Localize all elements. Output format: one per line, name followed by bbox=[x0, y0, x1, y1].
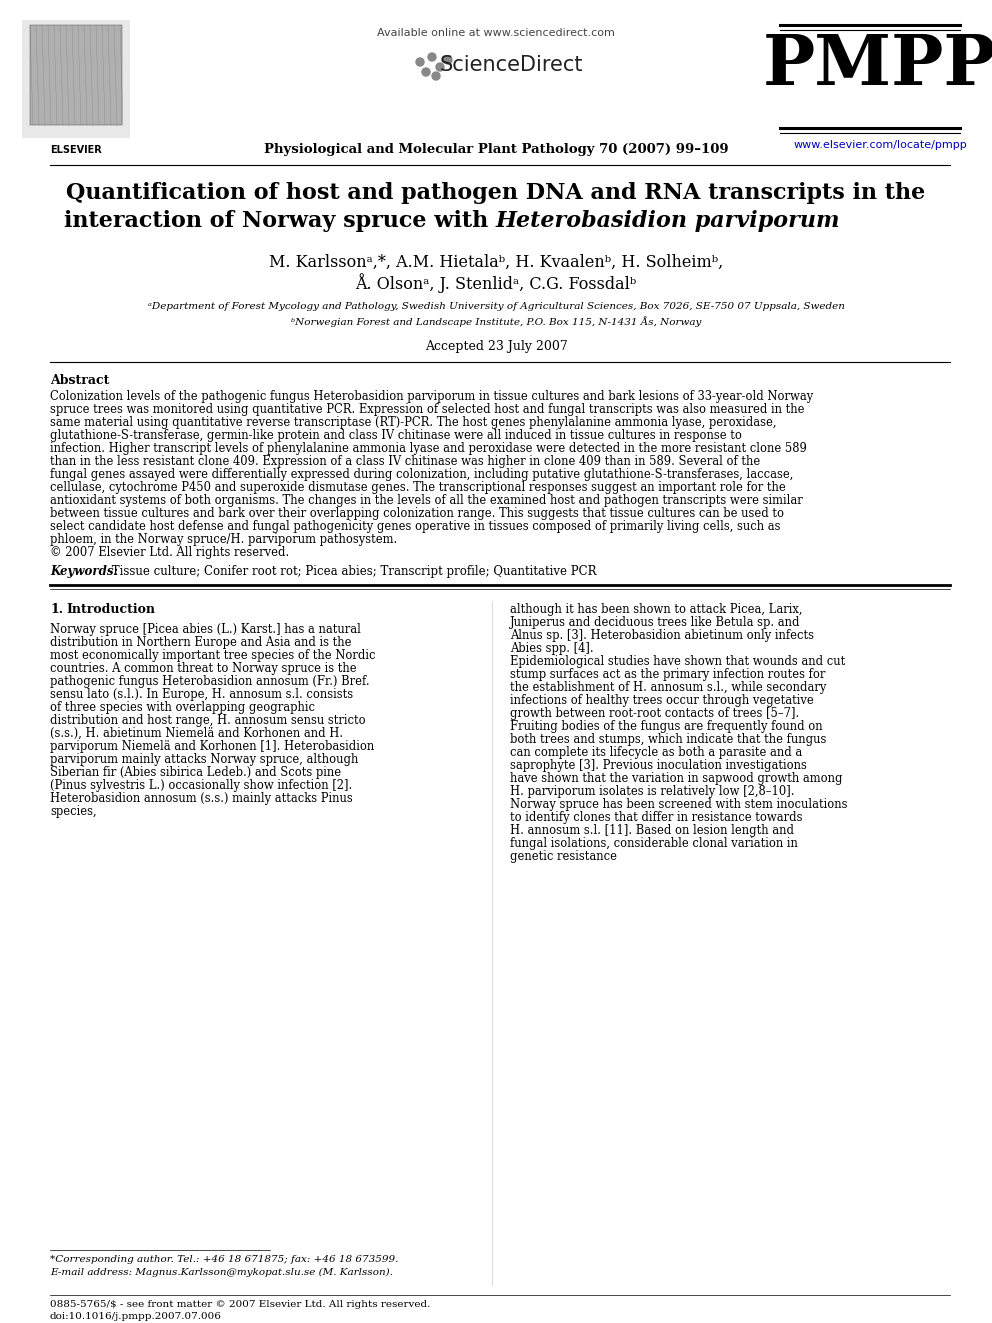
Text: between tissue cultures and bark over their overlapping colonization range. This: between tissue cultures and bark over th… bbox=[50, 507, 784, 520]
Text: can complete its lifecycle as both a parasite and a: can complete its lifecycle as both a par… bbox=[510, 746, 803, 759]
Text: antioxidant systems of both organisms. The changes in the levels of all the exam: antioxidant systems of both organisms. T… bbox=[50, 493, 803, 507]
Circle shape bbox=[428, 53, 436, 61]
Text: most economically important tree species of the Nordic: most economically important tree species… bbox=[50, 650, 376, 662]
Text: select candidate host defense and fungal pathogenicity genes operative in tissue: select candidate host defense and fungal… bbox=[50, 520, 781, 533]
Text: infections of healthy trees occur through vegetative: infections of healthy trees occur throug… bbox=[510, 695, 813, 706]
Text: Å. Olsonᵃ, J. Stenlidᵃ, C.G. Fossdalᵇ: Å. Olsonᵃ, J. Stenlidᵃ, C.G. Fossdalᵇ bbox=[355, 273, 637, 292]
Text: ELSEVIER: ELSEVIER bbox=[51, 146, 102, 155]
Text: spruce trees was monitored using quantitative PCR. Expression of selected host a: spruce trees was monitored using quantit… bbox=[50, 404, 805, 415]
Text: interaction of Norway spruce with: interaction of Norway spruce with bbox=[64, 210, 496, 232]
Text: of three species with overlapping geographic: of three species with overlapping geogra… bbox=[50, 701, 315, 714]
Text: species,: species, bbox=[50, 804, 96, 818]
Text: distribution and host range, H. annosum sensu stricto: distribution and host range, H. annosum … bbox=[50, 714, 366, 728]
Text: stump surfaces act as the primary infection routes for: stump surfaces act as the primary infect… bbox=[510, 668, 825, 681]
Text: *Corresponding author. Tel.: +46 18 671875; fax: +46 18 673599.: *Corresponding author. Tel.: +46 18 6718… bbox=[50, 1256, 399, 1263]
Text: infection. Higher transcript levels of phenylalanine ammonia lyase and peroxidas: infection. Higher transcript levels of p… bbox=[50, 442, 806, 455]
Text: pathogenic fungus Heterobasidion annosum (Fr.) Bref.: pathogenic fungus Heterobasidion annosum… bbox=[50, 675, 370, 688]
Bar bbox=[30, 25, 122, 124]
Text: www.elsevier.com/locate/pmpp: www.elsevier.com/locate/pmpp bbox=[794, 140, 967, 149]
Text: genetic resistance: genetic resistance bbox=[510, 849, 617, 863]
Text: H. parviporum isolates is relatively low [2,8–10].: H. parviporum isolates is relatively low… bbox=[510, 785, 795, 798]
Text: Introduction: Introduction bbox=[66, 603, 155, 617]
Text: Keywords:: Keywords: bbox=[50, 565, 118, 578]
Text: Abstract: Abstract bbox=[50, 374, 109, 388]
Text: fungal genes assayed were differentially expressed during colonization, includin: fungal genes assayed were differentially… bbox=[50, 468, 794, 482]
Text: 0885-5765/$ - see front matter © 2007 Elsevier Ltd. All rights reserved.: 0885-5765/$ - see front matter © 2007 El… bbox=[50, 1301, 431, 1308]
Text: 1.: 1. bbox=[50, 603, 63, 617]
Text: parviporum mainly attacks Norway spruce, although: parviporum mainly attacks Norway spruce,… bbox=[50, 753, 358, 766]
Text: Juniperus and deciduous trees like Betula sp. and: Juniperus and deciduous trees like Betul… bbox=[510, 617, 801, 628]
Text: Heterobasidion annosum (s.s.) mainly attacks Pinus: Heterobasidion annosum (s.s.) mainly att… bbox=[50, 792, 353, 804]
Text: parviporum Niemelä and Korhonen [1]. Heterobasidion: parviporum Niemelä and Korhonen [1]. Het… bbox=[50, 740, 374, 753]
Text: Abies spp. [4].: Abies spp. [4]. bbox=[510, 642, 593, 655]
Text: Physiological and Molecular Plant Pathology 70 (2007) 99–109: Physiological and Molecular Plant Pathol… bbox=[264, 143, 728, 156]
Text: have shown that the variation in sapwood growth among: have shown that the variation in sapwood… bbox=[510, 773, 842, 785]
Text: distribution in Northern Europe and Asia and is the: distribution in Northern Europe and Asia… bbox=[50, 636, 351, 650]
Text: doi:10.1016/j.pmpp.2007.07.006: doi:10.1016/j.pmpp.2007.07.006 bbox=[50, 1312, 222, 1320]
Text: Colonization levels of the pathogenic fungus Heterobasidion parviporum in tissue: Colonization levels of the pathogenic fu… bbox=[50, 390, 813, 404]
Text: same material using quantitative reverse transcriptase (RT)-PCR. The host genes : same material using quantitative reverse… bbox=[50, 415, 777, 429]
Text: Norway spruce has been screened with stem inoculations: Norway spruce has been screened with ste… bbox=[510, 798, 847, 811]
Text: Accepted 23 July 2007: Accepted 23 July 2007 bbox=[425, 340, 567, 353]
Text: to identify clones that differ in resistance towards: to identify clones that differ in resist… bbox=[510, 811, 803, 824]
Text: than in the less resistant clone 409. Expression of a class IV chitinase was hig: than in the less resistant clone 409. Ex… bbox=[50, 455, 760, 468]
Text: (Pinus sylvestris L.) occasionally show infection [2].: (Pinus sylvestris L.) occasionally show … bbox=[50, 779, 352, 792]
Text: the establishment of H. annosum s.l., while secondary: the establishment of H. annosum s.l., wh… bbox=[510, 681, 826, 695]
Text: Norway spruce [Picea abies (L.) Karst.] has a natural: Norway spruce [Picea abies (L.) Karst.] … bbox=[50, 623, 361, 636]
Circle shape bbox=[432, 71, 440, 79]
Circle shape bbox=[436, 64, 444, 71]
Text: countries. A common threat to Norway spruce is the: countries. A common threat to Norway spr… bbox=[50, 662, 357, 675]
Text: ScienceDirect: ScienceDirect bbox=[439, 56, 582, 75]
Text: PMPP: PMPP bbox=[763, 32, 992, 99]
Text: Fruiting bodies of the fungus are frequently found on: Fruiting bodies of the fungus are freque… bbox=[510, 720, 822, 733]
Text: ᵃDepartment of Forest Mycology and Pathology, Swedish University of Agricultural: ᵃDepartment of Forest Mycology and Patho… bbox=[148, 302, 844, 311]
Circle shape bbox=[444, 56, 452, 64]
Text: Siberian fir (Abies sibirica Ledeb.) and Scots pine: Siberian fir (Abies sibirica Ledeb.) and… bbox=[50, 766, 341, 779]
Text: glutathione-S-transferase, germin-like protein and class IV chitinase were all i: glutathione-S-transferase, germin-like p… bbox=[50, 429, 742, 442]
Text: H. annosum s.l. [11]. Based on lesion length and: H. annosum s.l. [11]. Based on lesion le… bbox=[510, 824, 794, 837]
Text: Available online at www.sciencedirect.com: Available online at www.sciencedirect.co… bbox=[377, 28, 615, 38]
Circle shape bbox=[422, 67, 430, 75]
Text: Epidemiological studies have shown that wounds and cut: Epidemiological studies have shown that … bbox=[510, 655, 845, 668]
Text: phloem, in the Norway spruce/H. parviporum pathosystem.: phloem, in the Norway spruce/H. parvipor… bbox=[50, 533, 397, 546]
Text: both trees and stumps, which indicate that the fungus: both trees and stumps, which indicate th… bbox=[510, 733, 826, 746]
Text: Tissue culture; Conifer root rot; Picea abies; Transcript profile; Quantitative : Tissue culture; Conifer root rot; Picea … bbox=[108, 565, 596, 578]
Text: fungal isolations, considerable clonal variation in: fungal isolations, considerable clonal v… bbox=[510, 837, 798, 849]
Text: cellulase, cytochrome P450 and superoxide dismutase genes. The transcriptional r: cellulase, cytochrome P450 and superoxid… bbox=[50, 482, 786, 493]
Circle shape bbox=[416, 58, 424, 66]
Text: © 2007 Elsevier Ltd. All rights reserved.: © 2007 Elsevier Ltd. All rights reserved… bbox=[50, 546, 290, 560]
Text: E-mail address: Magnus.Karlsson@mykopat.slu.se (M. Karlsson).: E-mail address: Magnus.Karlsson@mykopat.… bbox=[50, 1267, 393, 1277]
Text: M. Karlssonᵃ,*, A.M. Hietalaᵇ, H. Kvaalenᵇ, H. Solheimᵇ,: M. Karlssonᵃ,*, A.M. Hietalaᵇ, H. Kvaale… bbox=[269, 254, 723, 271]
Text: saprophyte [3]. Previous inoculation investigations: saprophyte [3]. Previous inoculation inv… bbox=[510, 759, 806, 773]
Bar bbox=[22, 20, 130, 138]
Text: Quantification of host and pathogen DNA and RNA transcripts in the: Quantification of host and pathogen DNA … bbox=[66, 183, 926, 204]
Text: (s.s.), H. abietinum Niemelä and Korhonen and H.: (s.s.), H. abietinum Niemelä and Korhone… bbox=[50, 728, 343, 740]
Text: although it has been shown to attack Picea, Larix,: although it has been shown to attack Pic… bbox=[510, 603, 803, 617]
Text: Alnus sp. [3]. Heterobasidion abietinum only infects: Alnus sp. [3]. Heterobasidion abietinum … bbox=[510, 628, 814, 642]
Text: Heterobasidion parviporum: Heterobasidion parviporum bbox=[496, 210, 840, 232]
Text: sensu lato (s.l.). In Europe, H. annosum s.l. consists: sensu lato (s.l.). In Europe, H. annosum… bbox=[50, 688, 353, 701]
Text: growth between root-root contacts of trees [5–7].: growth between root-root contacts of tre… bbox=[510, 706, 800, 720]
Text: ᵇNorwegian Forest and Landscape Institute, P.O. Box 115, N-1431 Ås, Norway: ᵇNorwegian Forest and Landscape Institut… bbox=[291, 316, 701, 327]
